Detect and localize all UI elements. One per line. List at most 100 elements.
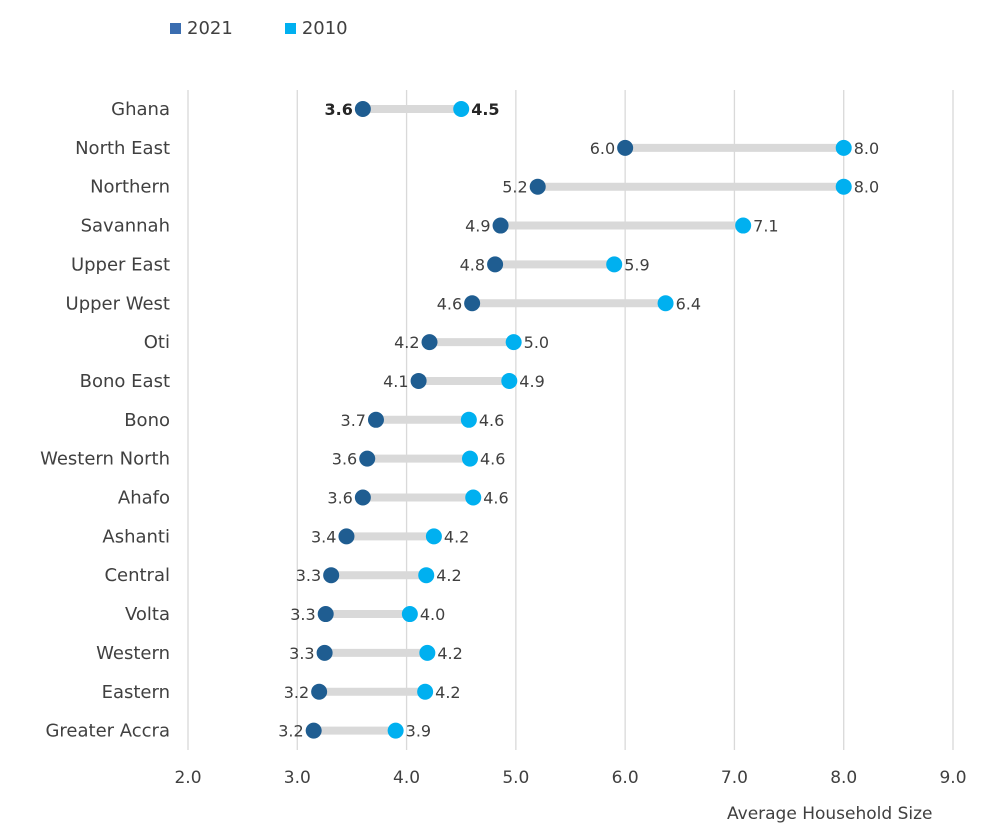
data-label-2010-11: 4.2 — [444, 527, 469, 546]
point-2021-14 — [316, 644, 333, 661]
data-label-2010-4: 5.9 — [624, 255, 649, 274]
data-label-2021-15: 3.2 — [284, 683, 309, 702]
data-label-2021-5: 4.6 — [437, 294, 462, 313]
point-2021-1 — [617, 139, 634, 156]
data-label-2010-12: 4.2 — [436, 566, 461, 585]
data-label-2010-9: 4.6 — [480, 450, 505, 469]
category-label-11: Ashanti — [102, 526, 170, 547]
category-label-9: Western North — [40, 449, 170, 470]
data-label-2010-2: 8.0 — [854, 178, 879, 197]
point-2021-5 — [464, 295, 481, 312]
category-label-15: Eastern — [102, 682, 170, 703]
category-label-2: Northern — [90, 177, 170, 198]
data-label-2010-5: 6.4 — [676, 294, 701, 313]
point-2010-12 — [418, 567, 435, 584]
data-label-2021-6: 4.2 — [394, 333, 419, 352]
point-2021-3 — [492, 217, 509, 234]
category-label-3: Savannah — [81, 216, 170, 237]
point-2021-6 — [421, 334, 438, 351]
data-label-2021-13: 3.3 — [290, 605, 315, 624]
data-label-2021-16: 3.2 — [278, 722, 303, 741]
category-label-6: Oti — [144, 332, 170, 353]
legend: 2021 2010 — [170, 18, 348, 39]
point-2010-4 — [606, 256, 623, 273]
data-label-2021-0: 3.6 — [325, 100, 353, 119]
point-2021-4 — [487, 256, 504, 273]
legend-item-2021: 2021 — [170, 18, 233, 39]
point-2021-12 — [323, 567, 340, 584]
data-label-2010-14: 4.2 — [437, 644, 462, 663]
data-label-2021-4: 4.8 — [460, 255, 485, 274]
point-2010-1 — [835, 139, 852, 156]
data-label-2010-6: 5.0 — [524, 333, 549, 352]
data-label-2021-12: 3.3 — [296, 566, 321, 585]
category-label-10: Ahafo — [118, 488, 170, 509]
point-2010-5 — [657, 295, 674, 312]
point-2010-14 — [419, 644, 436, 661]
point-2021-2 — [529, 178, 546, 195]
category-label-8: Bono — [124, 410, 170, 431]
x-tick-label-5: 7.0 — [721, 768, 748, 788]
category-label-7: Bono East — [80, 371, 170, 392]
point-2021-13 — [317, 606, 334, 623]
data-label-2010-8: 4.6 — [479, 411, 504, 430]
category-label-13: Volta — [125, 604, 170, 625]
point-2010-2 — [835, 178, 852, 195]
data-label-2021-7: 4.1 — [383, 372, 408, 391]
data-label-2021-9: 3.6 — [332, 450, 357, 469]
category-label-16: Greater Accra — [45, 721, 170, 742]
data-label-2010-15: 4.2 — [435, 683, 460, 702]
point-2010-3 — [735, 217, 752, 234]
data-label-2010-1: 8.0 — [854, 139, 879, 158]
point-2010-9 — [461, 450, 478, 467]
x-axis-title: Average Household Size — [727, 804, 933, 824]
point-2021-10 — [354, 489, 371, 506]
point-2021-15 — [311, 683, 328, 700]
legend-swatch-2010 — [284, 23, 296, 34]
data-label-2010-13: 4.0 — [420, 605, 445, 624]
category-label-14: Western — [96, 643, 170, 664]
x-tick-label-0: 2.0 — [174, 768, 201, 788]
point-2010-8 — [460, 411, 477, 428]
point-2010-0 — [453, 101, 470, 117]
legend-item-2010: 2010 — [284, 18, 348, 39]
point-2021-9 — [359, 450, 376, 467]
data-label-2021-10: 3.6 — [327, 489, 352, 508]
point-2010-13 — [401, 606, 418, 623]
legend-label-2010: 2010 — [301, 18, 348, 39]
point-2010-15 — [417, 683, 434, 700]
point-2021-7 — [410, 372, 427, 389]
x-tick-label-6: 8.0 — [830, 768, 857, 788]
point-2021-8 — [367, 411, 384, 428]
data-label-2021-8: 3.7 — [341, 411, 366, 430]
data-label-2010-10: 4.6 — [483, 489, 508, 508]
x-tick-label-3: 5.0 — [502, 768, 529, 788]
point-2021-11 — [338, 528, 355, 545]
data-label-2021-2: 5.2 — [502, 178, 527, 197]
x-tick-label-7: 9.0 — [939, 768, 966, 788]
data-label-2021-3: 4.9 — [465, 217, 490, 236]
point-2010-6 — [505, 334, 522, 351]
data-label-2010-7: 4.9 — [519, 372, 544, 391]
data-label-2021-14: 3.3 — [289, 644, 314, 663]
category-label-0: Ghana — [111, 99, 170, 120]
point-2010-16 — [387, 722, 404, 739]
data-label-2021-1: 6.0 — [590, 139, 615, 158]
legend-swatch-2021 — [170, 23, 181, 34]
x-tick-label-4: 6.0 — [612, 768, 639, 788]
category-label-5: Upper West — [66, 293, 170, 314]
legend-label-2021: 2021 — [187, 18, 233, 39]
data-label-2010-0: 4.5 — [471, 100, 499, 119]
data-label-2010-16: 3.9 — [406, 722, 431, 741]
point-2021-16 — [305, 722, 322, 739]
data-label-2021-11: 3.4 — [311, 527, 336, 546]
category-label-1: North East — [75, 138, 170, 159]
point-2010-10 — [465, 489, 482, 506]
data-label-2010-3: 7.1 — [753, 217, 778, 236]
category-label-12: Central — [104, 565, 170, 586]
x-tick-label-1: 3.0 — [284, 768, 311, 788]
category-label-4: Upper East — [71, 254, 170, 275]
x-tick-label-2: 4.0 — [393, 768, 420, 788]
point-2010-7 — [501, 372, 518, 389]
point-2021-0 — [354, 101, 371, 117]
